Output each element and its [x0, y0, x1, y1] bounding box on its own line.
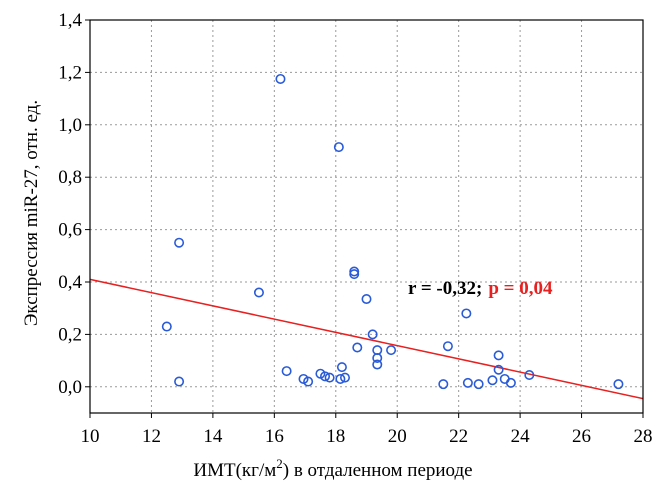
data-point: [281, 366, 292, 377]
data-point: [336, 362, 347, 373]
data-point: [333, 142, 344, 153]
data-point: [339, 372, 350, 383]
data-point: [473, 379, 484, 390]
data-point: [352, 342, 363, 353]
y-tick-label: 1,2: [58, 62, 82, 83]
x-tick-label: 28: [634, 426, 653, 447]
x-axis-ticks: 10 12 14 16 18 20 22 24 26 28: [81, 413, 653, 447]
x-tick-label: 12: [142, 426, 161, 447]
data-point: [361, 294, 372, 305]
y-tick-label: 0,0: [58, 377, 82, 398]
x-tick-label: 22: [449, 426, 468, 447]
grid-lines: [90, 20, 643, 413]
data-point: [174, 376, 185, 387]
y-tick-label: 0,6: [58, 220, 82, 241]
data-point: [487, 375, 498, 386]
data-point: [335, 373, 346, 384]
x-tick-label: 18: [326, 426, 345, 447]
regression-line: [89, 278, 644, 400]
y-tick-label: 1,0: [58, 115, 82, 136]
correlation-annotation: r = -0,32; p = 0,04: [408, 278, 553, 299]
x-tick-label: 16: [265, 426, 284, 447]
x-tick-label: 26: [572, 426, 591, 447]
data-point: [461, 308, 472, 319]
y-tick-label: 0,2: [58, 324, 82, 345]
data-point: [386, 345, 397, 356]
data-point: [367, 329, 378, 340]
data-point: [174, 237, 185, 248]
x-axis-title: ИМТ(кг/м2) в отдаленном периоде: [193, 456, 472, 481]
data-point: [613, 379, 624, 390]
y-axis-ticks: 0,0 0,2 0,4 0,6 0,8 1,0 1,2 1,4: [58, 10, 90, 398]
y-tick-label: 0,4: [58, 272, 82, 293]
y-tick-label: 0,8: [58, 167, 82, 188]
annotation-p: p = 0,04: [488, 278, 553, 299]
data-point: [161, 321, 172, 332]
x-tick-label: 10: [81, 426, 100, 447]
data-point: [493, 350, 504, 361]
x-tick-label: 24: [511, 426, 531, 447]
plot-frame: [89, 19, 644, 414]
data-point: [442, 341, 453, 352]
data-point: [303, 376, 314, 387]
data-point: [349, 269, 360, 280]
data-point: [324, 372, 335, 383]
y-tick-label: 1,4: [58, 10, 82, 31]
x-tick-label: 14: [203, 426, 223, 447]
data-point: [320, 371, 331, 382]
data-point: [275, 73, 286, 84]
regression-line-group: [89, 278, 644, 400]
data-point: [253, 287, 264, 298]
data-point: [372, 359, 383, 370]
data-point: [493, 364, 504, 375]
data-point: [524, 370, 535, 381]
data-point: [499, 373, 510, 384]
data-point: [505, 377, 516, 388]
y-axis-title: Экспрессия miR-27, отн. ед.: [21, 100, 42, 326]
data-points: [161, 73, 624, 390]
data-point: [462, 377, 473, 388]
data-point: [438, 379, 449, 390]
data-point: [372, 352, 383, 363]
annotation-r: r = -0,32;: [408, 278, 482, 299]
x-tick-label: 20: [388, 426, 407, 447]
